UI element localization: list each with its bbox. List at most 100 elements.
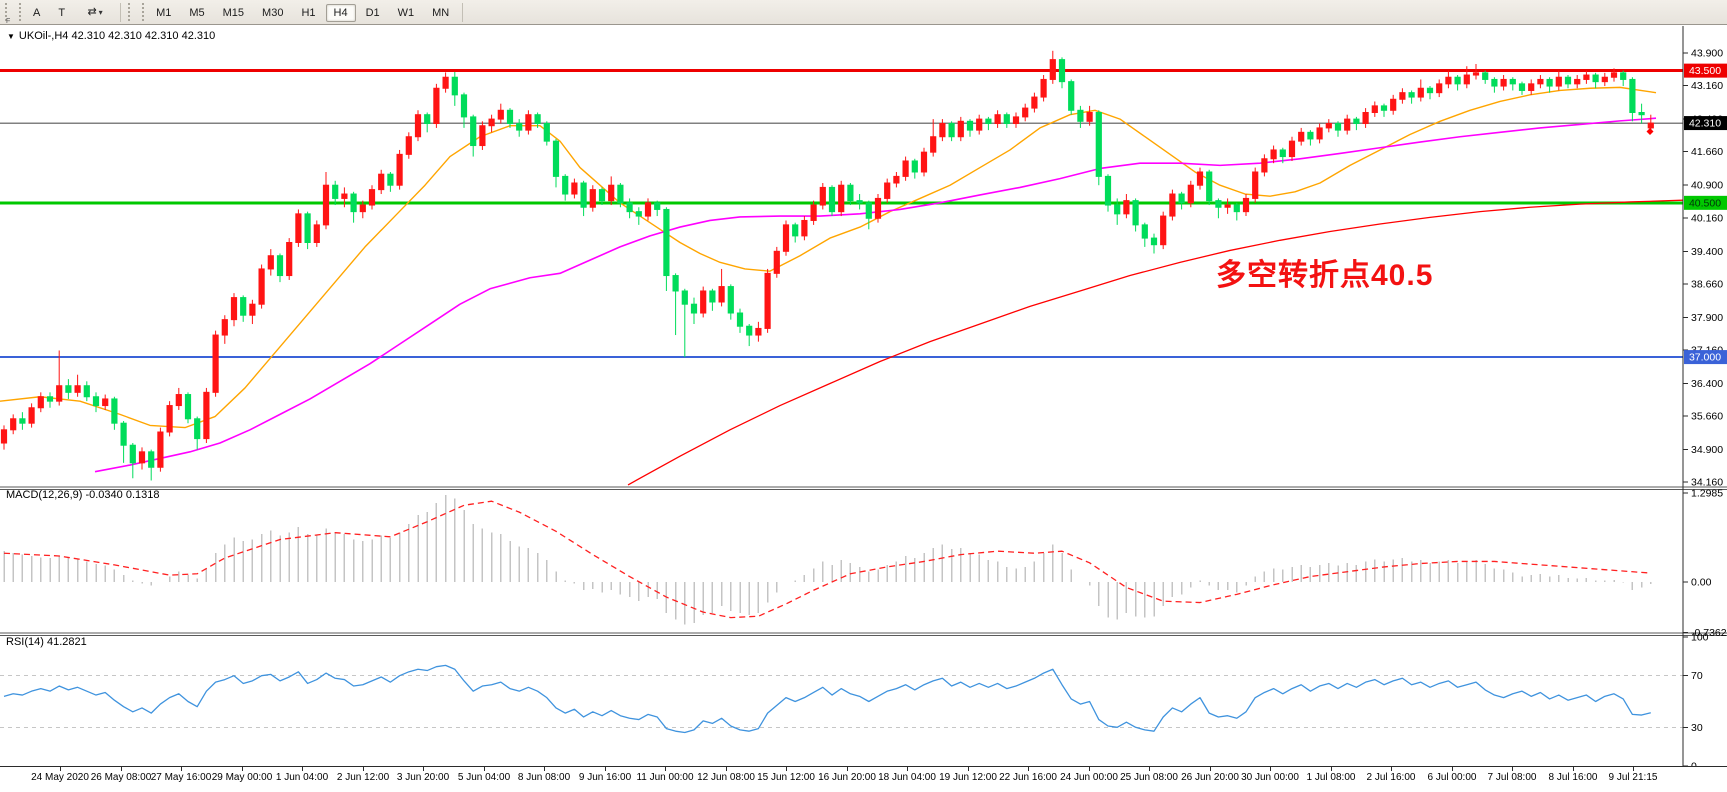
candle bbox=[976, 118, 983, 131]
candle bbox=[460, 94, 468, 118]
time-axis-label: 16 Jun 20:00 bbox=[818, 772, 876, 783]
toolbar-grip-handle[interactable]: F bbox=[5, 3, 21, 25]
candle bbox=[249, 303, 256, 316]
candle bbox=[884, 182, 891, 199]
price-badge-text: 40.500 bbox=[1689, 197, 1721, 209]
timeframe-grip-handle[interactable] bbox=[128, 3, 145, 21]
candle bbox=[451, 76, 458, 96]
macd-scale-label: -0.7362 bbox=[1691, 627, 1727, 639]
candle bbox=[1261, 158, 1268, 173]
time-axis-label: 26 May 08:00 bbox=[90, 772, 152, 783]
candle bbox=[56, 385, 63, 402]
time-axis-tick bbox=[1089, 767, 1090, 771]
candle bbox=[626, 202, 633, 213]
rsi-scale-label: 30 bbox=[1691, 722, 1703, 734]
time-axis-tick bbox=[242, 767, 243, 771]
candle bbox=[516, 123, 523, 131]
time-axis-tick bbox=[907, 767, 908, 771]
candle bbox=[1215, 200, 1222, 208]
candle bbox=[1141, 224, 1148, 239]
candle bbox=[727, 286, 734, 314]
candle bbox=[580, 182, 587, 208]
time-axis-tick bbox=[1573, 767, 1574, 771]
candle bbox=[258, 268, 265, 305]
candle bbox=[608, 184, 615, 202]
candle bbox=[1574, 78, 1581, 85]
candle bbox=[175, 394, 182, 407]
time-axis-tick bbox=[968, 767, 969, 771]
time-axis-label: 27 May 16:00 bbox=[150, 772, 212, 783]
toolbar-button-annotate-t[interactable]: T bbox=[58, 7, 66, 19]
candle bbox=[92, 396, 100, 407]
candle bbox=[1068, 81, 1075, 111]
candle bbox=[1528, 83, 1535, 91]
candle bbox=[1307, 131, 1314, 140]
candle bbox=[83, 385, 90, 398]
candle bbox=[378, 173, 385, 191]
toolbar-separator bbox=[120, 2, 122, 22]
timeframe-button-group: M1 M5 M15 M30 H1 H4 D1 W1 MN bbox=[147, 3, 458, 22]
chart-plot-area[interactable]: 43.90043.16042.40041.66040.90040.16039.4… bbox=[0, 26, 1727, 773]
sell-marker-icon bbox=[1646, 127, 1654, 135]
chart-text-annotation[interactable]: 多空转折点40.5 bbox=[1216, 259, 1434, 292]
candle bbox=[1233, 204, 1240, 213]
price-axis-label: 40.160 bbox=[1691, 212, 1723, 224]
candle bbox=[1610, 72, 1618, 78]
timeframe-button-M1[interactable]: M1 bbox=[156, 7, 172, 19]
timeframe-button-H4[interactable]: H4 bbox=[325, 4, 356, 22]
macd-scale-label: 0.00 bbox=[1691, 577, 1712, 589]
time-axis-tick bbox=[544, 767, 545, 771]
timeframe-button-D1[interactable]: D1 bbox=[365, 7, 380, 19]
candle bbox=[1206, 171, 1213, 202]
candle bbox=[1390, 98, 1397, 111]
candle bbox=[1022, 107, 1029, 118]
candle bbox=[166, 405, 173, 433]
time-axis-label: 2 Jul 16:00 bbox=[1366, 772, 1416, 783]
candle bbox=[405, 136, 412, 155]
toolbar-button-annotate-a[interactable]: A bbox=[33, 7, 41, 19]
collapse-triangle-icon[interactable]: ▼ bbox=[7, 32, 15, 41]
timeframe-button-MN[interactable]: MN bbox=[432, 7, 450, 19]
macd-scale-label: 1.2985 bbox=[1691, 488, 1723, 500]
price-badge bbox=[1684, 116, 1727, 131]
candle bbox=[212, 334, 219, 393]
candle bbox=[1629, 78, 1636, 113]
time-axis-tick bbox=[1512, 767, 1513, 771]
time-axis-tick bbox=[1331, 767, 1332, 771]
candle bbox=[543, 123, 550, 142]
timeframe-button-M5[interactable]: M5 bbox=[189, 7, 205, 19]
candle bbox=[571, 182, 578, 195]
candle bbox=[562, 175, 569, 195]
time-axis-tick bbox=[484, 767, 485, 771]
candle bbox=[1564, 76, 1572, 85]
timeframe-button-M15[interactable]: M15 bbox=[222, 7, 245, 19]
time-axis-label: 2 Jun 12:00 bbox=[336, 772, 390, 783]
time-axis-label: 9 Jun 16:00 bbox=[578, 772, 632, 783]
candle bbox=[1298, 131, 1305, 142]
time-axis-tick bbox=[605, 767, 606, 771]
time-axis[interactable]: 24 May 2020 26 May 08:00 27 May 16:00 29 Ma… bbox=[0, 766, 1727, 792]
candle bbox=[267, 255, 274, 270]
timeframe-button-M30[interactable]: M30 bbox=[262, 7, 284, 19]
rsi-line bbox=[3, 664, 1651, 734]
price-axis-label: 43.900 bbox=[1691, 48, 1723, 60]
candle bbox=[1500, 78, 1507, 87]
candle bbox=[1114, 204, 1121, 215]
symbol-ohlc-text: UKOil-,H4 42.310 42.310 42.310 42.310 bbox=[18, 30, 216, 42]
candle bbox=[1316, 127, 1323, 140]
time-axis-label: 19 Jun 12:00 bbox=[939, 772, 997, 783]
candle bbox=[1620, 72, 1627, 80]
toolbar-dropdown-button[interactable]: ⇄ ▾ bbox=[75, 2, 115, 23]
candle bbox=[746, 325, 753, 336]
candle bbox=[644, 202, 652, 217]
timeframe-button-W1[interactable]: W1 bbox=[397, 7, 415, 19]
price-badge bbox=[1684, 350, 1727, 365]
price-badge-text: 37.000 bbox=[1689, 352, 1721, 364]
candle bbox=[396, 153, 403, 186]
rsi-indicator-label: RSI(14) 41.2821 bbox=[6, 636, 87, 648]
candle bbox=[782, 224, 790, 252]
candle bbox=[240, 297, 247, 316]
candle bbox=[1334, 123, 1342, 131]
timeframe-button-H1[interactable]: H1 bbox=[301, 7, 316, 19]
